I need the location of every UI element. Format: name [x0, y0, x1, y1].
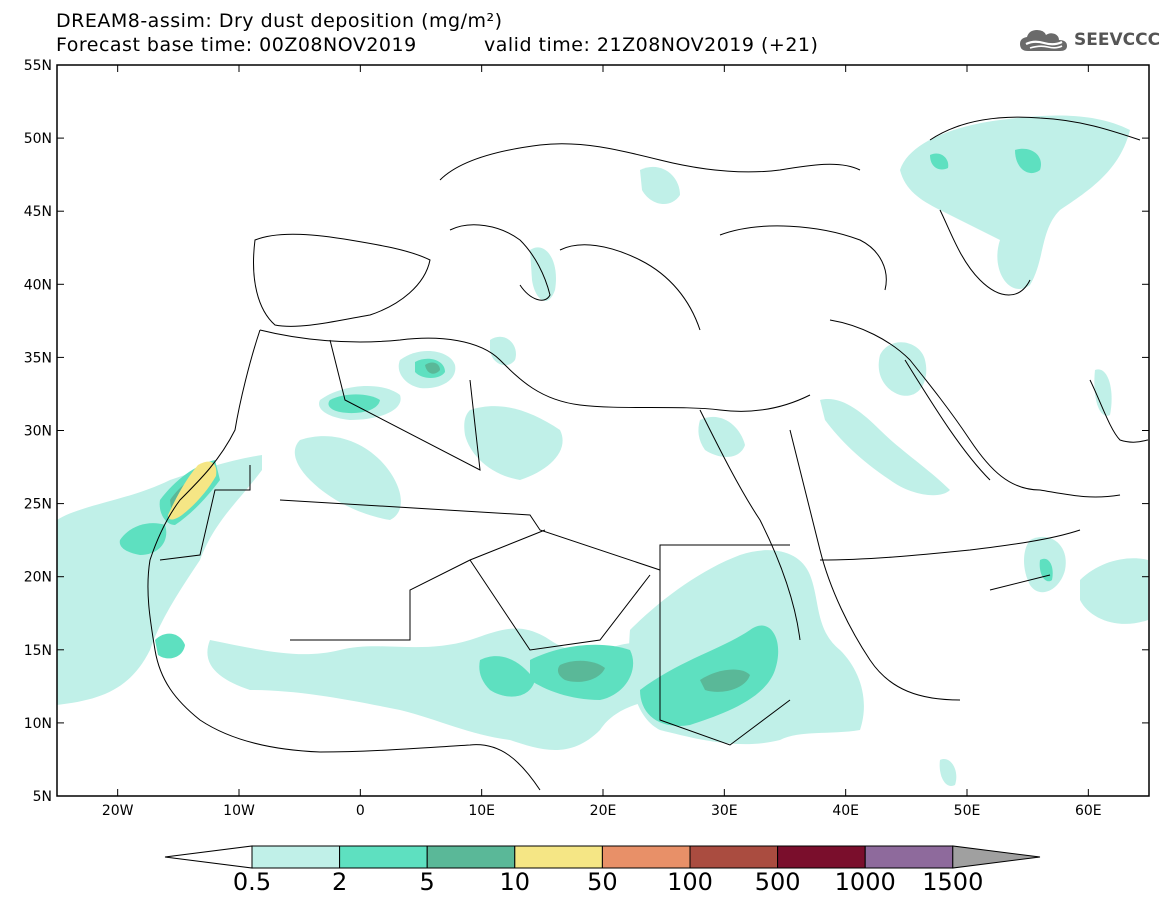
coastlines [147, 116, 1149, 791]
lat-tick-label: 55N [24, 58, 52, 74]
colorbar-level-label: 5 [419, 868, 435, 896]
lat-tick-label: 40N [24, 277, 52, 293]
latitude-ticks: 55N 50N 45N 40N 35N 30N 25N 20N 15N 10N 5N [24, 58, 1149, 805]
logo-text: SEEVCCC [1074, 30, 1161, 50]
lat-tick-label: 25N [24, 497, 52, 513]
lat-tick-label: 20N [24, 570, 52, 586]
colorbar-level-label: 500 [754, 868, 801, 896]
colorbar-level-label: 1000 [834, 868, 896, 896]
valid-time: valid time: 21Z08NOV2019 (+21) [484, 34, 819, 56]
lon-tick-label: 0 [356, 803, 365, 819]
colorbar-segment [864, 845, 954, 869]
colorbar-level-label: 2 [331, 868, 348, 896]
colorbar-level-label: 10 [499, 868, 531, 896]
lat-tick-label: 30N [24, 424, 52, 440]
colorbar-level-label: 50 [587, 868, 618, 896]
colorbar-level-label: 1500 [922, 868, 984, 896]
cloud-icon [1020, 30, 1067, 51]
lon-tick-label: 30E [711, 803, 738, 819]
lon-tick-label: 50E [954, 803, 981, 819]
lon-tick-label: 10E [468, 803, 495, 819]
lat-tick-label: 15N [24, 643, 52, 659]
lat-tick-label: 35N [24, 350, 52, 366]
forecast-base-time: Forecast base time: 00Z08NOV2019 [56, 34, 417, 56]
color-bar [164, 845, 1041, 869]
seevccc-logo: SEEVCCC [1018, 27, 1160, 53]
lon-tick-label: 20W [102, 803, 134, 819]
lat-tick-label: 10N [24, 716, 52, 732]
colorbar-level-label: 100 [667, 868, 713, 896]
map-title: DREAM8-assim: Dry dust deposition (mg/m²… [56, 10, 503, 32]
lon-tick-label: 10W [223, 803, 255, 819]
dust-field [57, 115, 1148, 786]
colorbar-segment [689, 845, 779, 869]
colorbar-segment [251, 845, 341, 869]
colorbar-segment [426, 845, 516, 869]
colorbar-under-arrow [164, 845, 253, 869]
lat-tick-label: 5N [33, 789, 52, 805]
lat-tick-label: 45N [24, 204, 52, 220]
colorbar-segment [777, 845, 866, 869]
colorbar-segment [514, 845, 603, 869]
longitude-ticks: 20W 10W 0 10E 20E 30E 40E 50E 60E [102, 65, 1102, 819]
colorbar-level-label: 0.5 [232, 868, 272, 896]
lat-tick-label: 50N [24, 131, 52, 147]
colorbar-segment [601, 845, 691, 869]
lon-tick-label: 40E [832, 803, 859, 819]
colorbar-over-arrow [952, 845, 1041, 869]
lon-tick-label: 20E [590, 803, 617, 819]
colorbar-segment [339, 845, 428, 869]
lon-tick-label: 60E [1075, 803, 1102, 819]
